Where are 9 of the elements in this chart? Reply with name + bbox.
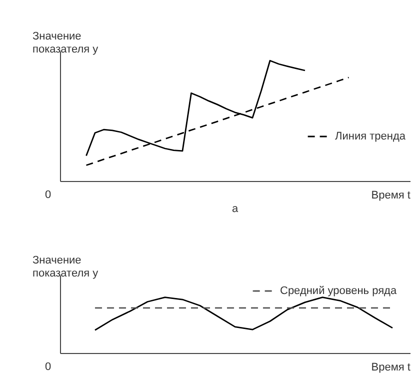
text: а xyxy=(232,203,239,215)
legend-label: Линия тренда xyxy=(335,130,406,142)
y-axis-title: Значение показателя y xyxy=(32,30,99,56)
y-axis-title: Значение показателя y xyxy=(32,254,99,280)
x-axis-title: Время t xyxy=(371,190,410,202)
text: 0 xyxy=(44,361,52,373)
text: 0 xyxy=(44,189,52,201)
x-axis-title: Время t xyxy=(371,362,410,374)
legend-label: Средний уровень ряда xyxy=(280,285,398,297)
